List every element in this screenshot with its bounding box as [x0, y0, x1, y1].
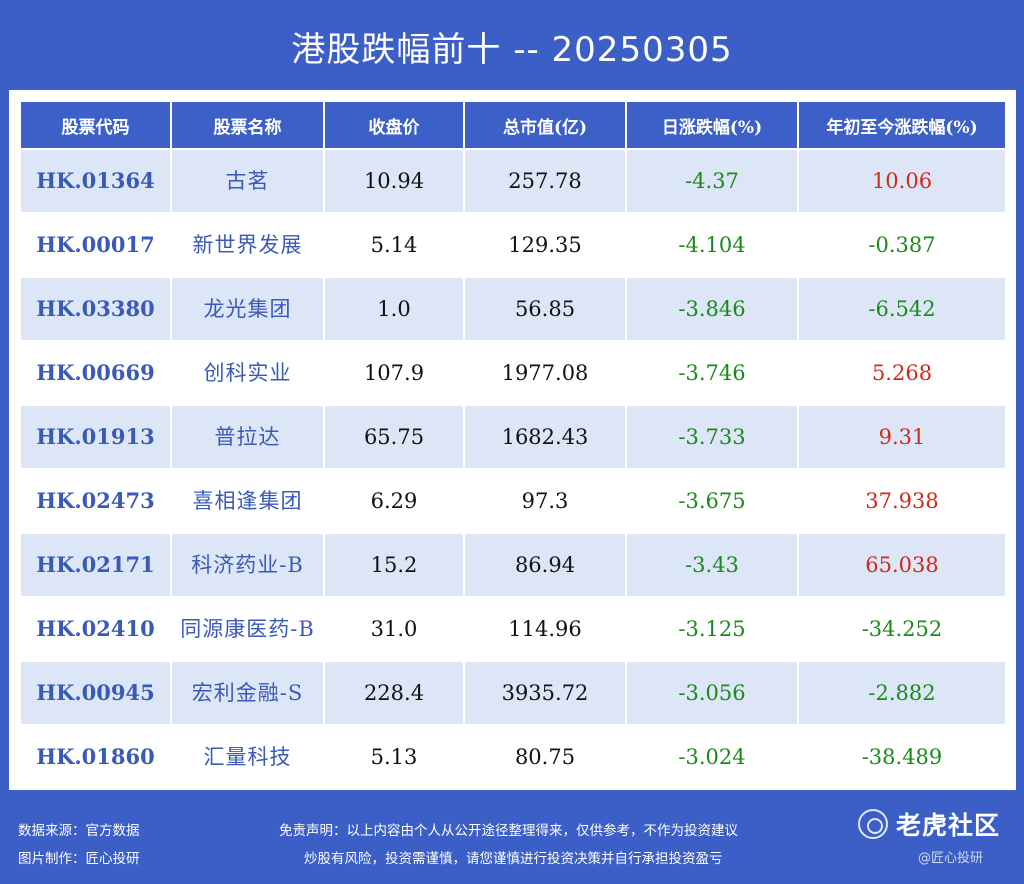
cell-close: 31.0: [323, 596, 465, 662]
header-ytd-change: 年初至今涨跌幅(%): [797, 100, 1007, 150]
table-row: HK.00669 创科实业 107.9 1977.08 -3.746 5.268: [19, 340, 1007, 406]
disclaimer-line-2: 炒股有风险，投资需谨慎，请您谨慎进行投资决策并自行承担投资盈亏: [304, 851, 723, 867]
cell-name: 宏利金融-S: [170, 660, 325, 726]
table-row: HK.02473 喜相逢集团 6.29 97.3 -3.675 37.938: [19, 468, 1007, 534]
tiger-logo-icon: [858, 809, 888, 839]
cell-daily-change: -4.104: [625, 212, 799, 278]
table-row: HK.01364 古茗 10.94 257.78 -4.37 10.06: [19, 148, 1007, 214]
cell-market-cap: 97.3: [463, 468, 627, 534]
data-source-text: 数据来源：官方数据: [18, 823, 140, 839]
cell-ytd-change: -38.489: [797, 724, 1007, 790]
table-row: HK.03380 龙光集团 1.0 56.85 -3.846 -6.542: [19, 276, 1007, 342]
disclaimer-line-1: 免责声明：以上内容由个人从公开途径整理得来，仅供参考，不作为投资建议: [279, 823, 738, 839]
cell-code: HK.02410: [19, 596, 172, 662]
footer: 数据来源：官方数据 图片制作：匠心投研 免责声明：以上内容由个人从公开途径整理得…: [0, 800, 1024, 884]
cell-ytd-change: -2.882: [797, 660, 1007, 726]
brand-logo: 老虎社区: [858, 806, 1000, 842]
cell-name: 古茗: [170, 148, 325, 214]
cell-code: HK.01860: [19, 724, 172, 790]
cell-market-cap: 114.96: [463, 596, 627, 662]
header-daily-change: 日涨跌幅(%): [625, 100, 799, 150]
cell-market-cap: 80.75: [463, 724, 627, 790]
cell-name: 创科实业: [170, 340, 325, 406]
cell-ytd-change: 10.06: [797, 148, 1007, 214]
header-code: 股票代码: [19, 100, 172, 150]
cell-ytd-change: 5.268: [797, 340, 1007, 406]
page-title: 港股跌幅前十 -- 20250305: [291, 30, 733, 70]
cell-daily-change: -3.733: [625, 404, 799, 470]
cell-market-cap: 1682.43: [463, 404, 627, 470]
cell-code: HK.01364: [19, 148, 172, 214]
cell-code: HK.02171: [19, 532, 172, 598]
table-panel: 股票代码 股票名称 收盘价 总市值(亿) 日涨跌幅(%) 年初至今涨跌幅(%) …: [9, 90, 1016, 790]
cell-daily-change: -4.37: [625, 148, 799, 214]
cell-code: HK.03380: [19, 276, 172, 342]
cell-name: 龙光集团: [170, 276, 325, 342]
table-row: HK.00945 宏利金融-S 228.4 3935.72 -3.056 -2.882: [19, 660, 1007, 726]
cell-code: HK.00945: [19, 660, 172, 726]
table-row: HK.01913 普拉达 65.75 1682.43 -3.733 9.31: [19, 404, 1007, 470]
cell-daily-change: -3.846: [625, 276, 799, 342]
cell-ytd-change: -6.542: [797, 276, 1007, 342]
watermark-text: @匠心投研: [918, 851, 984, 866]
cell-daily-change: -3.746: [625, 340, 799, 406]
header-market-cap: 总市值(亿): [463, 100, 627, 150]
cell-daily-change: -3.056: [625, 660, 799, 726]
cell-ytd-change: -0.387: [797, 212, 1007, 278]
cell-ytd-change: 37.938: [797, 468, 1007, 534]
cell-name: 汇量科技: [170, 724, 325, 790]
cell-close: 6.29: [323, 468, 465, 534]
cell-name: 科济药业-B: [170, 532, 325, 598]
cell-close: 65.75: [323, 404, 465, 470]
header-name: 股票名称: [170, 100, 325, 150]
cell-close: 107.9: [323, 340, 465, 406]
cell-ytd-change: -34.252: [797, 596, 1007, 662]
stock-table: 股票代码 股票名称 收盘价 总市值(亿) 日涨跌幅(%) 年初至今涨跌幅(%) …: [19, 100, 1007, 790]
cell-daily-change: -3.125: [625, 596, 799, 662]
cell-daily-change: -3.675: [625, 468, 799, 534]
header-close: 收盘价: [323, 100, 465, 150]
cell-code: HK.01913: [19, 404, 172, 470]
table-body: HK.01364 古茗 10.94 257.78 -4.37 10.06 HK.00017 新…: [19, 148, 1007, 790]
cell-name: 新世界发展: [170, 212, 325, 278]
table-row: HK.01860 汇量科技 5.13 80.75 -3.024 -38.489: [19, 724, 1007, 790]
cell-close: 15.2: [323, 532, 465, 598]
cell-market-cap: 257.78: [463, 148, 627, 214]
cell-market-cap: 129.35: [463, 212, 627, 278]
cell-daily-change: -3.024: [625, 724, 799, 790]
cell-market-cap: 1977.08: [463, 340, 627, 406]
table-row: HK.02410 同源康医药-B 31.0 114.96 -3.125 -34.252: [19, 596, 1007, 662]
cell-code: HK.02473: [19, 468, 172, 534]
brand-name: 老虎社区: [896, 811, 1001, 840]
cell-market-cap: 86.94: [463, 532, 627, 598]
cell-name: 普拉达: [170, 404, 325, 470]
cell-close: 5.13: [323, 724, 465, 790]
made-by-text: 图片制作：匠心投研: [18, 851, 140, 867]
cell-close: 5.14: [323, 212, 465, 278]
cell-close: 1.0: [323, 276, 465, 342]
cell-name: 同源康医药-B: [170, 596, 325, 662]
cell-code: HK.00669: [19, 340, 172, 406]
table-row: HK.02171 科济药业-B 15.2 86.94 -3.43 65.038: [19, 532, 1007, 598]
cell-market-cap: 3935.72: [463, 660, 627, 726]
cell-market-cap: 56.85: [463, 276, 627, 342]
cell-name: 喜相逢集团: [170, 468, 325, 534]
cell-close: 10.94: [323, 148, 465, 214]
table-header-row: 股票代码 股票名称 收盘价 总市值(亿) 日涨跌幅(%) 年初至今涨跌幅(%): [19, 100, 1007, 150]
cell-ytd-change: 65.038: [797, 532, 1007, 598]
cell-code: HK.00017: [19, 212, 172, 278]
cell-close: 228.4: [323, 660, 465, 726]
cell-ytd-change: 9.31: [797, 404, 1007, 470]
cell-daily-change: -3.43: [625, 532, 799, 598]
table-row: HK.00017 新世界发展 5.14 129.35 -4.104 -0.387: [19, 212, 1007, 278]
